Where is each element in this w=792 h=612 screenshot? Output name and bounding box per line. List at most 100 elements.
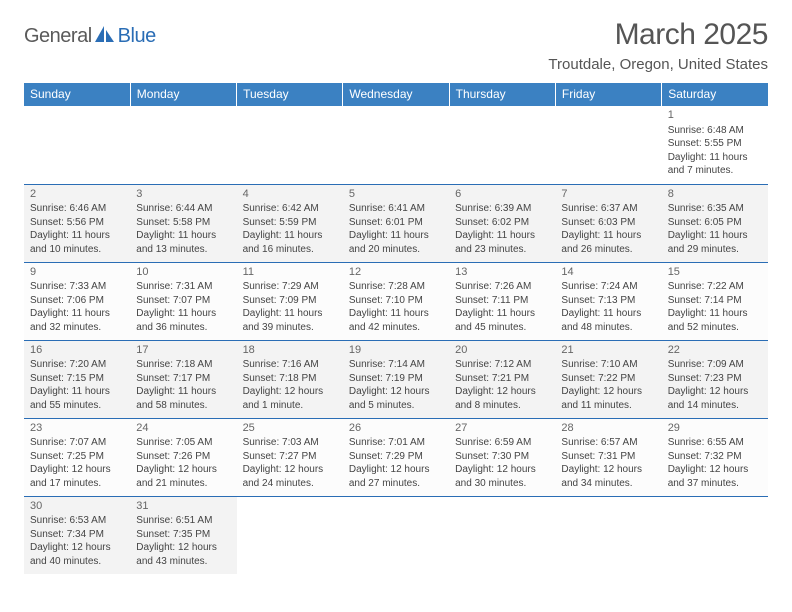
day-number: 4 [243,187,337,202]
day-info-line: Daylight: 11 hours [455,307,549,321]
day-info-line: Sunset: 7:22 PM [561,372,655,386]
day-info-line: and 58 minutes. [136,399,230,413]
day-info-line: Sunset: 7:13 PM [561,294,655,308]
day-info-line: Sunrise: 6:44 AM [136,202,230,216]
day-info-line: Sunrise: 7:10 AM [561,358,655,372]
day-info-line: Sunset: 7:10 PM [349,294,443,308]
logo: General Blue [24,24,156,49]
logo-sail-icon [94,24,116,49]
day-info-line: Daylight: 11 hours [561,229,655,243]
week-row: 16Sunrise: 7:20 AMSunset: 7:15 PMDayligh… [24,340,768,418]
day-info-line: Daylight: 11 hours [136,229,230,243]
logo-text-blue: Blue [118,25,156,48]
day-cell: 11Sunrise: 7:29 AMSunset: 7:09 PMDayligh… [237,262,343,340]
day-cell: 8Sunrise: 6:35 AMSunset: 6:05 PMDaylight… [662,184,768,262]
location-line: Troutdale, Oregon, United States [548,56,768,73]
day-info-line: Daylight: 12 hours [243,463,337,477]
day-number: 8 [668,187,762,202]
day-info-line: Daylight: 11 hours [243,229,337,243]
day-number: 30 [30,499,124,514]
day-info-line: Daylight: 11 hours [668,151,762,165]
day-cell: 22Sunrise: 7:09 AMSunset: 7:23 PMDayligh… [662,340,768,418]
day-info-line: Sunrise: 7:31 AM [136,280,230,294]
day-number: 28 [561,421,655,436]
day-info-line: Daylight: 12 hours [136,541,230,555]
day-info-line: Sunrise: 6:55 AM [668,436,762,450]
day-header: Tuesday [237,83,343,106]
day-info-line: Sunset: 7:21 PM [455,372,549,386]
day-header: Saturday [662,83,768,106]
day-info-line: Sunset: 7:29 PM [349,450,443,464]
day-header: Friday [555,83,661,106]
day-info-line: and 37 minutes. [668,477,762,491]
logo-text-general: General [24,25,92,48]
day-info-line: Sunset: 7:27 PM [243,450,337,464]
day-info-line: Sunrise: 7:28 AM [349,280,443,294]
day-cell: 27Sunrise: 6:59 AMSunset: 7:30 PMDayligh… [449,418,555,496]
day-info-line: and 5 minutes. [349,399,443,413]
day-info-line: Sunset: 7:32 PM [668,450,762,464]
day-cell: 18Sunrise: 7:16 AMSunset: 7:18 PMDayligh… [237,340,343,418]
day-info-line: Daylight: 12 hours [30,463,124,477]
day-info-line: Sunset: 7:17 PM [136,372,230,386]
day-cell: 17Sunrise: 7:18 AMSunset: 7:17 PMDayligh… [130,340,236,418]
day-info-line: Sunset: 6:01 PM [349,216,443,230]
day-number: 3 [136,187,230,202]
day-info-line: Sunrise: 7:24 AM [561,280,655,294]
week-row: 30Sunrise: 6:53 AMSunset: 7:34 PMDayligh… [24,496,768,574]
day-info-line: Sunset: 7:23 PM [668,372,762,386]
day-info-line: and 24 minutes. [243,477,337,491]
day-number: 21 [561,343,655,358]
day-info-line: Daylight: 12 hours [561,385,655,399]
day-header: Wednesday [343,83,449,106]
day-info-line: Daylight: 12 hours [455,385,549,399]
day-info-line: Daylight: 11 hours [30,385,124,399]
day-number: 29 [668,421,762,436]
title-block: March 2025 Troutdale, Oregon, United Sta… [548,18,768,73]
day-cell: 23Sunrise: 7:07 AMSunset: 7:25 PMDayligh… [24,418,130,496]
day-info-line: and 34 minutes. [561,477,655,491]
header: General Blue March 2025 Troutdale, Orego… [24,18,768,73]
day-info-line: Sunrise: 6:46 AM [30,202,124,216]
day-info-line: Sunset: 6:05 PM [668,216,762,230]
day-info-line: and 42 minutes. [349,321,443,335]
day-number: 14 [561,265,655,280]
calendar-body: 1Sunrise: 6:48 AMSunset: 5:55 PMDaylight… [24,106,768,574]
day-cell: 31Sunrise: 6:51 AMSunset: 7:35 PMDayligh… [130,496,236,574]
week-row: 1Sunrise: 6:48 AMSunset: 5:55 PMDaylight… [24,106,768,184]
day-info-line: Sunset: 7:18 PM [243,372,337,386]
day-info-line: Daylight: 12 hours [668,385,762,399]
day-info-line: Sunset: 5:56 PM [30,216,124,230]
day-info-line: Daylight: 12 hours [349,463,443,477]
day-number: 17 [136,343,230,358]
day-info-line: Daylight: 12 hours [30,541,124,555]
day-info-line: Sunrise: 6:39 AM [455,202,549,216]
day-info-line: Sunrise: 6:42 AM [243,202,337,216]
day-number: 9 [30,265,124,280]
day-cell [662,496,768,574]
day-cell: 10Sunrise: 7:31 AMSunset: 7:07 PMDayligh… [130,262,236,340]
day-cell: 25Sunrise: 7:03 AMSunset: 7:27 PMDayligh… [237,418,343,496]
week-row: 23Sunrise: 7:07 AMSunset: 7:25 PMDayligh… [24,418,768,496]
day-info-line: and 36 minutes. [136,321,230,335]
day-info-line: and 30 minutes. [455,477,549,491]
day-number: 20 [455,343,549,358]
day-info-line: Sunset: 6:02 PM [455,216,549,230]
day-info-line: Sunrise: 7:05 AM [136,436,230,450]
day-info-line: Sunrise: 7:03 AM [243,436,337,450]
day-info-line: Sunset: 6:03 PM [561,216,655,230]
day-info-line: Sunset: 7:19 PM [349,372,443,386]
day-info-line: Sunrise: 7:22 AM [668,280,762,294]
day-info-line: and 26 minutes. [561,243,655,257]
day-info-line: Sunrise: 6:41 AM [349,202,443,216]
day-info-line: Daylight: 11 hours [136,307,230,321]
day-cell [555,496,661,574]
day-info-line: Daylight: 11 hours [349,229,443,243]
day-header-row: Sunday Monday Tuesday Wednesday Thursday… [24,83,768,106]
day-header: Monday [130,83,236,106]
day-info-line: and 23 minutes. [455,243,549,257]
day-header: Thursday [449,83,555,106]
day-cell [237,106,343,184]
day-info-line: and 52 minutes. [668,321,762,335]
day-cell [449,106,555,184]
